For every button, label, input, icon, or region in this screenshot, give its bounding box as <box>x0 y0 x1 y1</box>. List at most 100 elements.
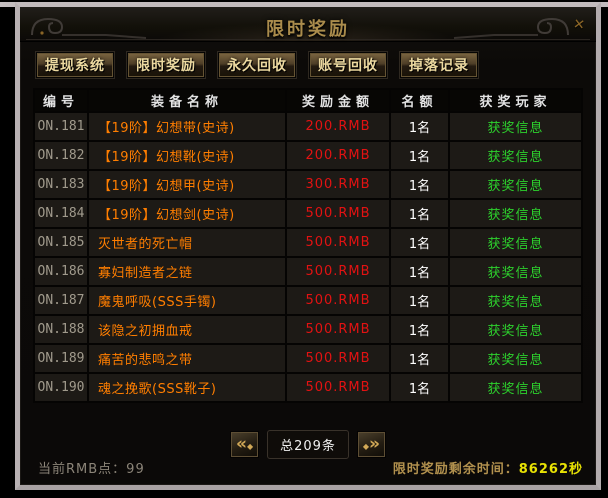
quota: 1名 <box>391 258 448 285</box>
diamond-icon: ◆ <box>246 441 254 451</box>
reward-amount: 500.RMB <box>287 316 389 343</box>
item-name: 【19阶】幻想靴(史诗) <box>89 142 285 169</box>
item-name: 魔鬼呼吸(SSS手镯) <box>89 287 285 314</box>
winner-cell: 获奖信息 <box>450 142 581 169</box>
rmb-value: 99 <box>126 462 145 477</box>
winner-info-link[interactable]: 获奖信息 <box>487 353 544 368</box>
reward-amount: 200.RMB <box>287 142 389 169</box>
quota: 1名 <box>391 171 448 198</box>
pagination: «◆ 总209条 ◆» <box>20 430 596 459</box>
column-header: 奖励金额 <box>287 90 389 111</box>
column-header: 名额 <box>391 90 448 111</box>
table-header-row: 编号 装备名称 奖励金额 名额 获奖玩家 <box>35 90 581 111</box>
winner-cell: 获奖信息 <box>450 316 581 343</box>
column-header: 装备名称 <box>89 90 285 111</box>
winner-info-link[interactable]: 获奖信息 <box>487 179 544 194</box>
next-page-icon: » <box>368 433 380 454</box>
page-title: 限时奖励 <box>266 19 350 40</box>
row-id: ON.181 <box>35 113 87 140</box>
quota: 1名 <box>391 200 448 227</box>
item-name: 灭世者的死亡帽 <box>89 229 285 256</box>
winner-info-link[interactable]: 获奖信息 <box>487 121 544 136</box>
winner-cell: 获奖信息 <box>450 287 581 314</box>
table-row: ON.185 灭世者的死亡帽 500.RMB 1名 获奖信息 <box>35 229 581 256</box>
reward-amount: 500.RMB <box>287 287 389 314</box>
timer-label: 限时奖励剩余时间： <box>392 462 519 477</box>
quota: 1名 <box>391 316 448 343</box>
prev-page-icon: « <box>236 433 247 454</box>
timer-value: 86262秒 <box>518 462 583 477</box>
reward-amount: 500.RMB <box>287 258 389 285</box>
winner-cell: 获奖信息 <box>450 113 581 140</box>
tab-button[interactable]: 掉落记录 <box>399 51 479 79</box>
column-header: 获奖玩家 <box>450 90 581 111</box>
reward-amount: 500.RMB <box>287 374 389 401</box>
close-icon[interactable]: ✕ <box>572 16 586 34</box>
row-id: ON.186 <box>35 258 87 285</box>
column-header: 编号 <box>35 90 87 111</box>
tab-button[interactable]: 提现系统 <box>35 51 115 79</box>
row-id: ON.182 <box>35 142 87 169</box>
winner-info-link[interactable]: 获奖信息 <box>487 295 544 310</box>
rmb-label: 当前RMB点： <box>38 462 127 477</box>
item-name: 魂之挽歌(SSS靴子) <box>89 374 285 401</box>
winner-info-link[interactable]: 获奖信息 <box>487 382 544 397</box>
table-row: ON.188 该隐之初拥血戒 500.RMB 1名 获奖信息 <box>35 316 581 343</box>
table-row: ON.186 寡妇制造者之链 500.RMB 1名 获奖信息 <box>35 258 581 285</box>
winner-cell: 获奖信息 <box>450 200 581 227</box>
tab-bar: 提现系统 限时奖励 永久回收 账号回收 掉落记录 <box>35 51 479 79</box>
tab-button[interactable]: 限时奖励 <box>126 51 206 79</box>
winner-info-link[interactable]: 获奖信息 <box>487 324 544 339</box>
quota: 1名 <box>391 229 448 256</box>
prev-page-button[interactable]: «◆ <box>230 431 260 458</box>
item-name: 寡妇制造者之链 <box>89 258 285 285</box>
row-id: ON.189 <box>35 345 87 372</box>
row-id: ON.185 <box>35 229 87 256</box>
time-remaining: 限时奖励剩余时间：86262秒 <box>393 458 583 477</box>
table-row: ON.181 【19阶】幻想带(史诗) 200.RMB 1名 获奖信息 <box>35 113 581 140</box>
tab-button[interactable]: 永久回收 <box>217 51 297 79</box>
winner-info-link[interactable]: 获奖信息 <box>487 266 544 281</box>
table-row: ON.184 【19阶】幻想剑(史诗) 500.RMB 1名 获奖信息 <box>35 200 581 227</box>
row-id: ON.190 <box>35 374 87 401</box>
table-row: ON.183 【19阶】幻想甲(史诗) 300.RMB 1名 获奖信息 <box>35 171 581 198</box>
diamond-icon: ◆ <box>362 441 369 451</box>
next-page-button[interactable]: ◆» <box>356 431 386 458</box>
status-bar: 当前RMB点：99 限时奖励剩余时间：86262秒 <box>20 458 596 477</box>
reward-amount: 200.RMB <box>287 113 389 140</box>
total-count-label: 总209条 <box>267 430 349 459</box>
quota: 1名 <box>391 345 448 372</box>
reward-amount: 300.RMB <box>287 171 389 198</box>
tab-button[interactable]: 账号回收 <box>308 51 388 79</box>
table-row: ON.187 魔鬼呼吸(SSS手镯) 500.RMB 1名 获奖信息 <box>35 287 581 314</box>
winner-cell: 获奖信息 <box>450 374 581 401</box>
table-row: ON.182 【19阶】幻想靴(史诗) 200.RMB 1名 获奖信息 <box>35 142 581 169</box>
table-row: ON.190 魂之挽歌(SSS靴子) 500.RMB 1名 获奖信息 <box>35 374 581 401</box>
table-row: ON.189 痛苦的悲鸣之带 500.RMB 1名 获奖信息 <box>35 345 581 372</box>
quota: 1名 <box>391 142 448 169</box>
reward-amount: 500.RMB <box>287 345 389 372</box>
item-name: 【19阶】幻想剑(史诗) <box>89 200 285 227</box>
row-id: ON.187 <box>35 287 87 314</box>
quota: 1名 <box>391 287 448 314</box>
winner-info-link[interactable]: 获奖信息 <box>487 237 544 252</box>
row-id: ON.184 <box>35 200 87 227</box>
reward-amount: 500.RMB <box>287 229 389 256</box>
current-rmb-points: 当前RMB点：99 <box>38 458 145 477</box>
reward-amount: 500.RMB <box>287 200 389 227</box>
row-id: ON.188 <box>35 316 87 343</box>
quota: 1名 <box>391 113 448 140</box>
winner-cell: 获奖信息 <box>450 171 581 198</box>
rewards-table: 编号 装备名称 奖励金额 名额 获奖玩家 ON.181 【19阶】幻想带(史诗) 200.R… <box>33 88 583 403</box>
title-bar: 限时奖励 ✕ <box>20 7 596 42</box>
winner-info-link[interactable]: 获奖信息 <box>487 150 544 165</box>
winner-info-link[interactable]: 获奖信息 <box>487 208 544 223</box>
quota: 1名 <box>391 374 448 401</box>
winner-cell: 获奖信息 <box>450 345 581 372</box>
winner-cell: 获奖信息 <box>450 229 581 256</box>
item-name: 【19阶】幻想带(史诗) <box>89 113 285 140</box>
winner-cell: 获奖信息 <box>450 258 581 285</box>
window-content: 限时奖励 ✕ 提现系统 限时奖励 永久回收 账号回收 掉落记录 编号 装备名称 奖励金额 名额… <box>20 7 596 485</box>
item-name: 【19阶】幻想甲(史诗) <box>89 171 285 198</box>
